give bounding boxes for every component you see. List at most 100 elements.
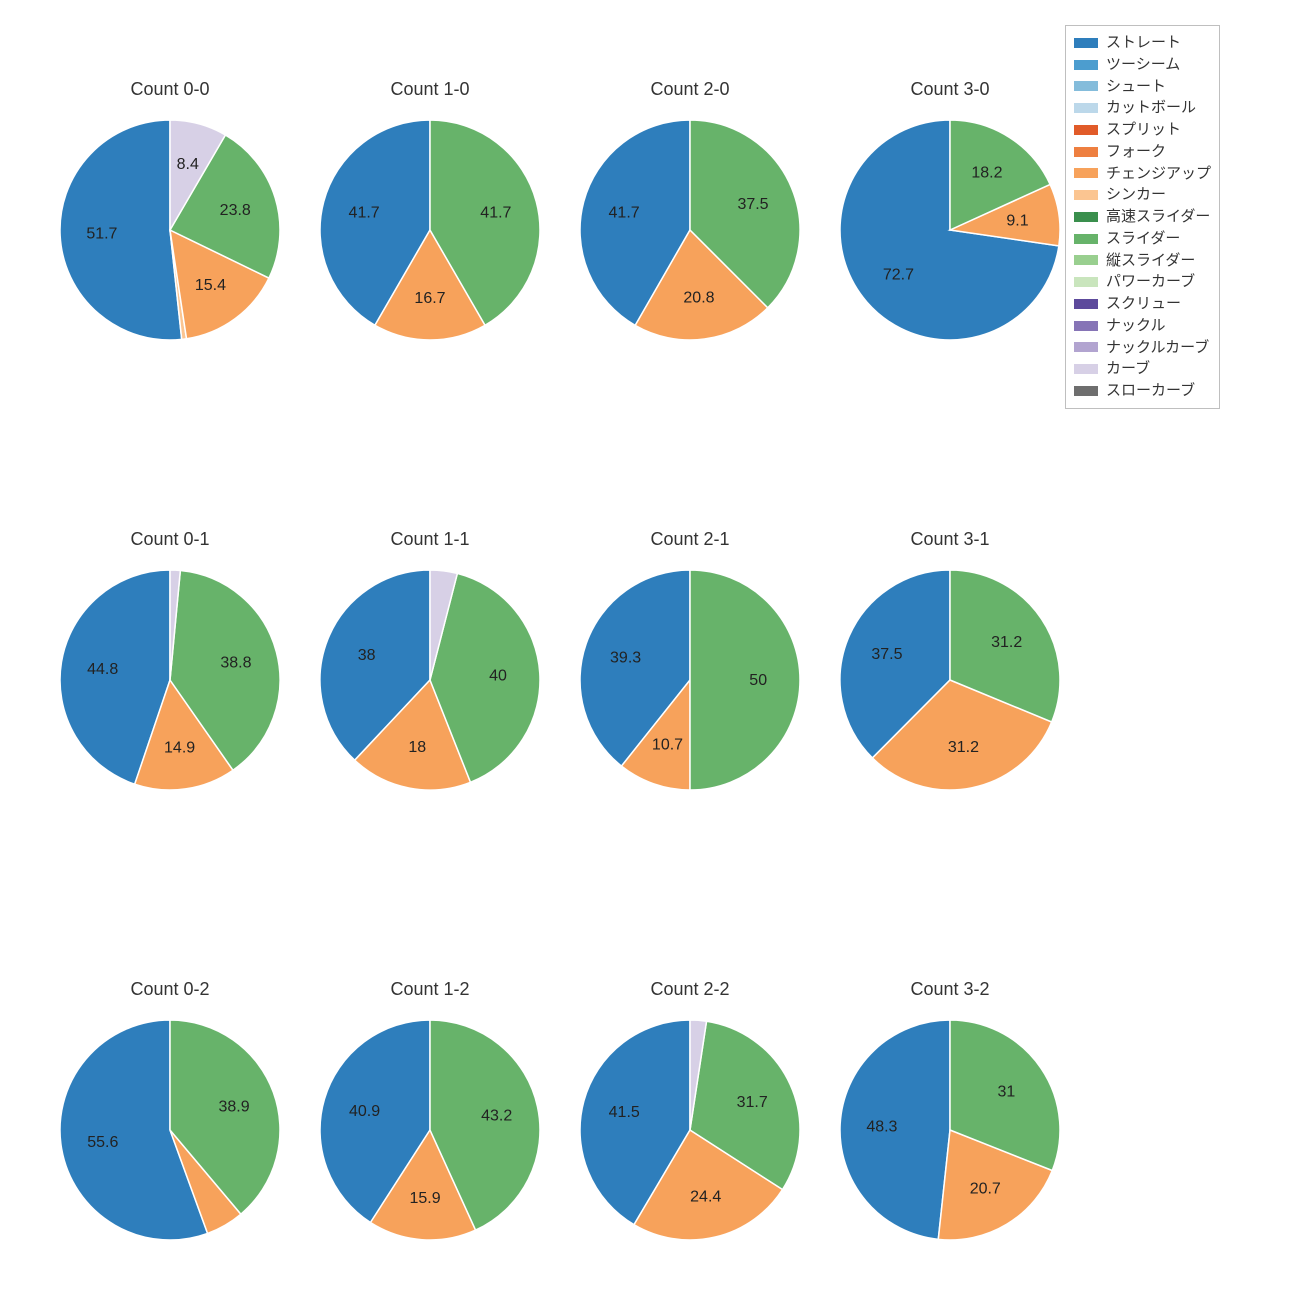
slice-value-label: 37.5 — [737, 196, 768, 213]
pie-chart: Count 1-041.716.741.7 — [320, 79, 540, 340]
legend-item: カットボール — [1074, 97, 1211, 119]
slice-value-label: 37.5 — [871, 646, 902, 663]
legend-item: スライダー — [1074, 228, 1211, 250]
slice-value-label: 38.9 — [218, 1099, 249, 1116]
slice-value-label: 14.9 — [164, 740, 195, 757]
pie-chart: Count 1-2 40.9 15.9 43.2 — [320, 979, 540, 1240]
legend-swatch — [1074, 60, 1098, 70]
legend-swatch — [1074, 125, 1098, 135]
pie-chart: Count 0-1 44.8 14.9 38.8 — [60, 529, 280, 790]
legend-label: ナックルカーブ — [1106, 337, 1209, 359]
pie-chart: Count 1-1381840 — [320, 529, 540, 790]
legend-item: パワーカーブ — [1074, 271, 1211, 293]
legend-item: ナックルカーブ — [1074, 337, 1211, 359]
legend-swatch — [1074, 212, 1098, 222]
legend-swatch — [1074, 147, 1098, 157]
legend-label: スプリット — [1106, 119, 1181, 141]
legend-swatch — [1074, 234, 1098, 244]
chart-title: Count 0-0 — [130, 79, 209, 99]
legend-swatch — [1074, 255, 1098, 265]
pie-chart: Count 2-2 41.5 24.4 31.7 — [580, 979, 800, 1240]
legend-label: チェンジアップ — [1106, 163, 1211, 185]
legend-label: シンカー — [1106, 184, 1166, 206]
chart-title: Count 3-0 — [910, 79, 989, 99]
legend-label: 高速スライダー — [1106, 206, 1210, 228]
chart-title: Count 3-1 — [910, 529, 989, 549]
legend-item: 高速スライダー — [1074, 206, 1211, 228]
slice-value-label: 38.8 — [220, 655, 251, 672]
legend-item: ナックル — [1074, 315, 1211, 337]
legend-swatch — [1074, 342, 1098, 352]
legend-swatch — [1074, 190, 1098, 200]
legend: ストレートツーシームシュートカットボールスプリットフォークチェンジアップシンカー… — [1065, 25, 1220, 409]
legend-item: ツーシーム — [1074, 54, 1211, 76]
slice-value-label: 18 — [408, 739, 426, 756]
pie-slice — [690, 570, 800, 790]
legend-swatch — [1074, 81, 1098, 91]
pie-chart: Count 2-041.720.837.5 — [580, 79, 800, 340]
legend-label: カーブ — [1106, 358, 1150, 380]
pie-chart: Count 0-051.715.423.88.4 — [60, 79, 280, 340]
slice-value-label: 31.2 — [948, 739, 979, 756]
legend-item: シュート — [1074, 76, 1211, 98]
legend-item: スクリュー — [1074, 293, 1211, 315]
slice-value-label: 48.3 — [866, 1118, 897, 1135]
slice-value-label: 55.6 — [87, 1134, 118, 1151]
chart-title: Count 1-1 — [390, 529, 469, 549]
slice-value-label: 40 — [489, 668, 507, 685]
slice-value-label: 41.7 — [609, 204, 640, 221]
legend-label: フォーク — [1106, 141, 1166, 163]
slice-value-label: 72.7 — [883, 267, 914, 284]
chart-title: Count 0-2 — [130, 979, 209, 999]
slice-value-label: 15.4 — [195, 277, 226, 294]
legend-swatch — [1074, 38, 1098, 48]
legend-item: チェンジアップ — [1074, 163, 1211, 185]
legend-swatch — [1074, 168, 1098, 178]
slice-value-label: 50 — [749, 672, 767, 689]
slice-value-label: 41.7 — [480, 204, 511, 221]
legend-swatch — [1074, 321, 1098, 331]
slice-value-label: 8.4 — [177, 156, 199, 173]
slice-value-label: 40.9 — [349, 1103, 380, 1120]
slice-value-label: 44.8 — [87, 661, 118, 678]
chart-title: Count 2-2 — [650, 979, 729, 999]
pie-chart: Count 3-137.531.231.2 — [840, 529, 1060, 790]
pie-chart: Count 2-1 39.3 10.7 50 — [580, 529, 800, 790]
chart-title: Count 1-0 — [390, 79, 469, 99]
legend-label: スローカーブ — [1106, 380, 1195, 402]
legend-label: ツーシーム — [1106, 54, 1180, 76]
slice-value-label: 20.8 — [683, 290, 714, 307]
slice-value-label: 23.8 — [220, 202, 251, 219]
legend-item: 縦スライダー — [1074, 250, 1211, 272]
slice-value-label: 41.5 — [609, 1104, 640, 1121]
chart-title: Count 1-2 — [390, 979, 469, 999]
slice-value-label: 20.7 — [970, 1180, 1001, 1197]
slice-value-label: 15.9 — [410, 1190, 441, 1207]
slice-value-label: 16.7 — [414, 290, 445, 307]
legend-item: フォーク — [1074, 141, 1211, 163]
legend-swatch — [1074, 299, 1098, 309]
legend-label: ナックル — [1106, 315, 1166, 337]
chart-title: Count 2-1 — [650, 529, 729, 549]
legend-swatch — [1074, 277, 1098, 287]
slice-value-label: 31 — [998, 1084, 1016, 1101]
slice-value-label: 24.4 — [690, 1188, 721, 1205]
legend-swatch — [1074, 364, 1098, 374]
slice-value-label: 43.2 — [481, 1108, 512, 1125]
slice-value-label: 18.2 — [971, 165, 1002, 182]
slice-value-label: 9.1 — [1006, 212, 1028, 229]
legend-label: 縦スライダー — [1106, 250, 1195, 272]
legend-item: スプリット — [1074, 119, 1211, 141]
legend-label: シュート — [1106, 76, 1166, 98]
chart-title: Count 3-2 — [910, 979, 989, 999]
chart-title: Count 0-1 — [130, 529, 209, 549]
legend-label: パワーカーブ — [1106, 271, 1195, 293]
slice-value-label: 39.3 — [610, 650, 641, 667]
slice-value-label: 31.7 — [737, 1094, 768, 1111]
slice-value-label: 10.7 — [652, 736, 683, 753]
pie-chart: Count 0-2 55.6 38.9 — [60, 979, 280, 1240]
chart-grid: Count 0-051.715.423.88.4Count 1-041.716.… — [0, 0, 1300, 1300]
legend-item: スローカーブ — [1074, 380, 1211, 402]
pie-slice — [60, 120, 182, 340]
legend-label: カットボール — [1106, 97, 1196, 119]
